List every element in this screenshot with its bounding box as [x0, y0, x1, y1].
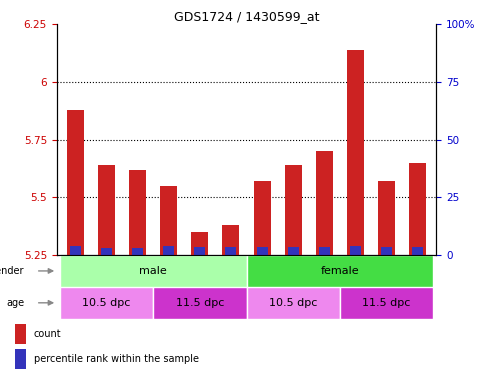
Text: 11.5 dpc: 11.5 dpc	[362, 298, 411, 308]
Bar	[381, 247, 392, 255]
Text: female: female	[320, 266, 359, 276]
Bar	[101, 248, 112, 255]
Bar	[409, 163, 426, 255]
Text: 10.5 dpc: 10.5 dpc	[269, 298, 317, 308]
Bar	[191, 232, 209, 255]
Text: count: count	[34, 329, 61, 339]
Bar	[153, 287, 246, 319]
Bar	[15, 324, 27, 344]
Bar	[284, 165, 302, 255]
Text: percentile rank within the sample: percentile rank within the sample	[34, 354, 199, 364]
Bar	[412, 247, 423, 255]
Text: gender: gender	[0, 266, 25, 276]
Bar	[70, 246, 81, 255]
Bar	[257, 247, 268, 255]
Bar	[253, 181, 271, 255]
Bar	[194, 247, 205, 255]
Bar	[132, 248, 143, 255]
Bar	[246, 287, 340, 319]
Bar	[160, 186, 177, 255]
Text: 11.5 dpc: 11.5 dpc	[176, 298, 224, 308]
Bar	[222, 225, 240, 255]
Bar	[378, 181, 395, 255]
Bar	[347, 50, 364, 255]
Text: male: male	[140, 266, 167, 276]
Bar	[225, 247, 236, 255]
Bar	[319, 247, 330, 255]
Bar	[350, 246, 361, 255]
Bar	[246, 255, 433, 287]
Bar	[163, 246, 174, 255]
Text: age: age	[6, 298, 25, 308]
Bar	[67, 110, 84, 255]
Bar	[60, 287, 153, 319]
Bar	[129, 170, 146, 255]
Bar	[98, 165, 115, 255]
Title: GDS1724 / 1430599_at: GDS1724 / 1430599_at	[174, 10, 319, 23]
Bar	[316, 151, 333, 255]
Bar	[288, 247, 299, 255]
Bar	[15, 349, 27, 369]
Bar	[340, 287, 433, 319]
Text: 10.5 dpc: 10.5 dpc	[82, 298, 131, 308]
Bar	[60, 255, 246, 287]
